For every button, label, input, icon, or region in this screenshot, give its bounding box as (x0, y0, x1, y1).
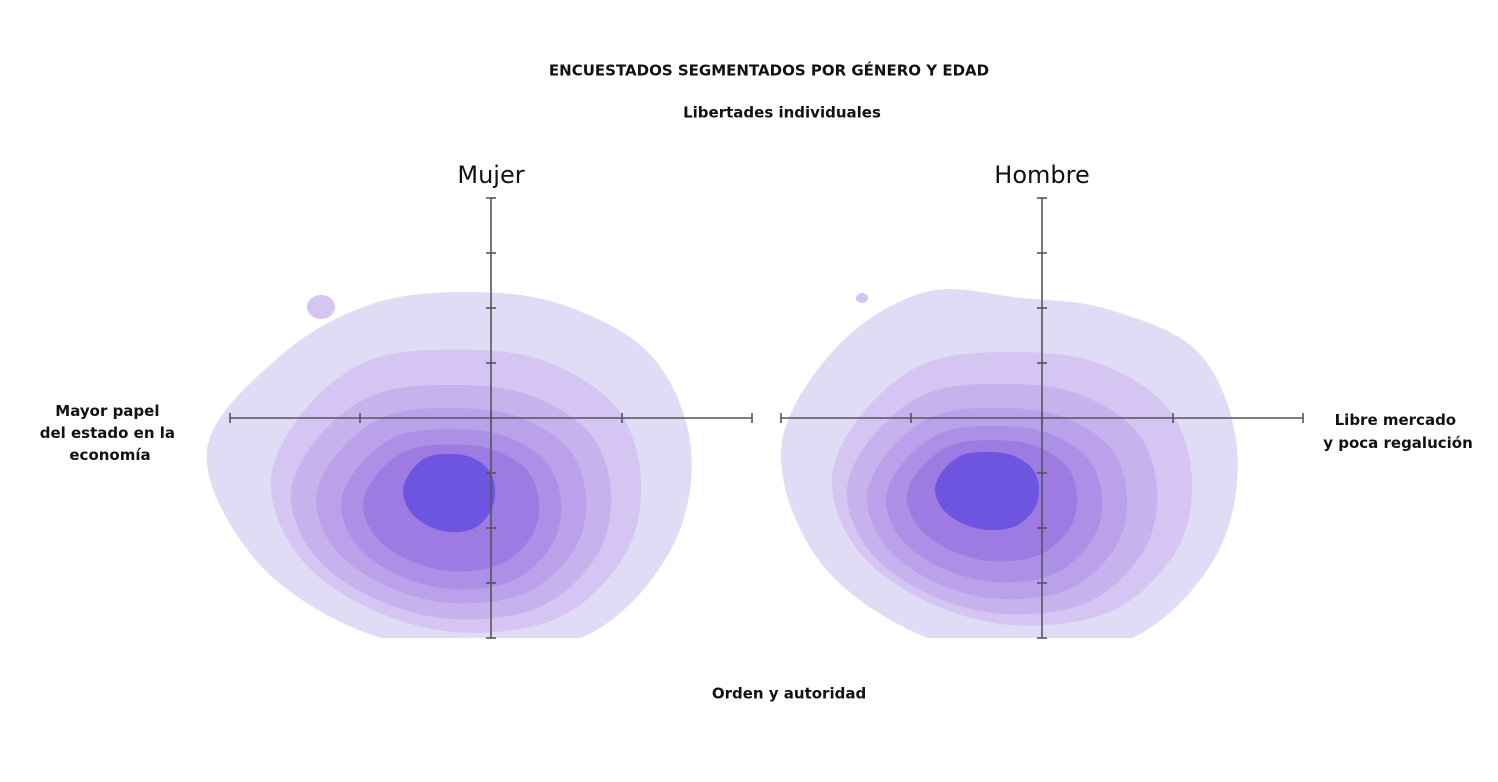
panel-title: Hombre (994, 161, 1089, 189)
contours (780, 289, 1238, 638)
contours (206, 292, 692, 638)
chart-title: ENCUESTADOS SEGMENTADOS POR GÉNERO Y EDA… (549, 61, 989, 80)
y-top-label: Libertades individuales (683, 104, 881, 122)
density-panel (780, 197, 1304, 639)
x-left-label: Mayor papel del estado en la economía (40, 402, 181, 464)
contour-level (934, 452, 1040, 531)
y-bottom-label: Orden y autoridad (712, 685, 866, 703)
x-right-label: Libre mercado y poca regalución (1323, 411, 1473, 452)
panel-title: Mujer (457, 161, 524, 189)
density-panel (206, 197, 753, 639)
contour-level (402, 454, 496, 533)
contour-spot (856, 293, 868, 303)
contour-spot (307, 295, 335, 319)
